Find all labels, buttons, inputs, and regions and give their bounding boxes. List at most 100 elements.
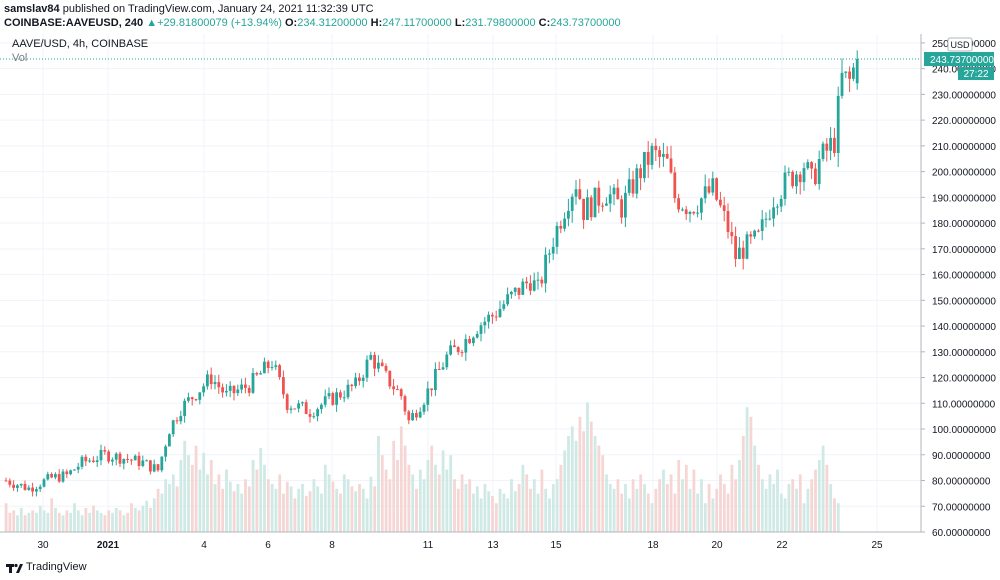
candle [791, 170, 794, 189]
volume-bar [574, 440, 578, 532]
volume-bar [263, 464, 266, 532]
candle-body [168, 434, 171, 447]
candle [631, 170, 635, 198]
candle [840, 58, 844, 99]
price-tick-label: 110.00000000 [932, 399, 996, 410]
volume-bar [772, 484, 776, 532]
price-axis[interactable]: 260.00000000250.00000000240.00000000230.… [921, 34, 996, 539]
candle [684, 206, 688, 220]
candle-body [715, 178, 718, 200]
volume-bar [722, 484, 726, 532]
volume-bar [361, 488, 365, 532]
volume-bar [164, 479, 168, 532]
candle-body [206, 374, 209, 387]
close-value: 243.73700000 [550, 17, 621, 29]
candle [479, 322, 483, 342]
candle [358, 373, 361, 386]
candle-body [263, 361, 266, 374]
candle-body [187, 397, 190, 401]
candle-body [445, 354, 449, 368]
price-tick-label: 230.00000000 [932, 90, 996, 101]
candle-body [403, 396, 407, 412]
volume-bar [836, 503, 840, 532]
candle-body [399, 389, 403, 397]
candle-body [236, 389, 240, 394]
volume-bar [12, 510, 16, 532]
candle-body [669, 158, 673, 173]
candle-body [73, 469, 76, 471]
volume-bar [673, 493, 677, 532]
candle-body [510, 291, 513, 295]
close-label: C: [538, 17, 551, 29]
candle-body [605, 203, 608, 206]
candle-body [582, 198, 585, 220]
time-tick-label: 2021 [97, 540, 120, 551]
candle-body [821, 143, 825, 159]
candle-body [373, 354, 376, 369]
candle [149, 460, 152, 475]
candle-body [795, 174, 798, 187]
volume-bar [69, 512, 73, 532]
candle-body [266, 361, 270, 368]
candle [255, 371, 259, 377]
price-chart[interactable]: 260.00000000250.00000000240.00000000230.… [0, 34, 1000, 556]
currency-box[interactable] [947, 37, 973, 52]
volume-bar [323, 464, 327, 532]
volume-bar [525, 474, 529, 532]
candle-body [624, 192, 627, 218]
candle [510, 290, 513, 299]
volume-bar [301, 484, 304, 532]
volume-bar [240, 493, 244, 532]
volume-bar [491, 496, 494, 532]
volume-bar [244, 479, 247, 532]
candle-body [776, 206, 779, 208]
time-tick-label: 11 [423, 540, 434, 551]
candle-body [825, 143, 829, 151]
candle [354, 372, 357, 389]
candle-body [415, 413, 418, 418]
countdown-tag [958, 67, 994, 81]
volume-bar [449, 455, 453, 532]
price-tick-label: 150.00000000 [932, 296, 996, 307]
volume-bar [456, 488, 460, 532]
volume-bar [646, 493, 650, 532]
candle [536, 271, 540, 290]
candle [551, 237, 555, 260]
chart-grid [0, 34, 921, 533]
tradingview-brand[interactable]: TradingView [26, 561, 87, 573]
candle [175, 417, 179, 425]
candle-body [498, 308, 502, 318]
volume-bar [616, 479, 620, 532]
candle-body [855, 59, 859, 84]
candle-body [517, 287, 521, 295]
volume-bar [278, 474, 282, 532]
candle-body [301, 402, 304, 404]
volume-bar [335, 488, 339, 532]
candle [719, 191, 722, 208]
volume-bar [669, 474, 673, 532]
candle-body [494, 316, 498, 318]
candle-body [620, 199, 623, 218]
candle [559, 220, 563, 234]
volume-bar [206, 474, 209, 532]
volume-bar [403, 445, 407, 532]
volume-bar [61, 515, 65, 532]
volume-bar [270, 484, 274, 532]
publisher-name[interactable]: samslav84 [4, 3, 60, 15]
candle [415, 409, 418, 421]
candle [529, 275, 532, 296]
candle [84, 454, 88, 467]
time-axis[interactable]: 30 2021 4 6 8 11 13 15 18 20 22 25 [37, 540, 883, 551]
tradingview-logo-icon[interactable] [6, 560, 24, 576]
candle [574, 180, 578, 205]
candle [612, 183, 616, 206]
candle-body [650, 145, 654, 165]
candle [456, 346, 460, 355]
volume-bar [107, 510, 111, 532]
candle-body [673, 172, 677, 199]
candle [498, 300, 502, 319]
candle [16, 483, 19, 492]
candle-body [601, 205, 604, 207]
candle [494, 310, 498, 322]
volume-bar [608, 484, 612, 532]
